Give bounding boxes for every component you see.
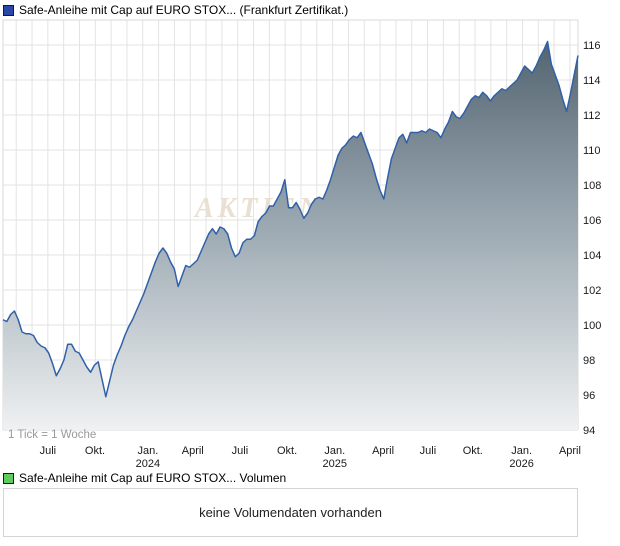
tick-interval-note: 1 Tick = 1 Woche: [8, 429, 96, 441]
x-axis-tick-label: April: [182, 445, 204, 457]
y-axis-tick-label: 98: [583, 355, 595, 367]
volume-series-marker-icon: [3, 472, 14, 484]
x-axis-tick-label: Okt.: [277, 445, 297, 457]
x-axis-tick-label: Okt.: [463, 445, 483, 457]
x-axis-year-label: 2026: [509, 458, 533, 470]
y-axis-tick-label: 112: [583, 110, 601, 122]
x-axis-year-label: 2024: [136, 458, 160, 470]
price-series-legend: Safe-Anleihe mit Cap auf EURO STOX... (F…: [3, 3, 348, 17]
y-axis-tick-label: 106: [583, 215, 601, 227]
y-axis-tick-label: 108: [583, 180, 601, 192]
x-axis-tick-label: Okt.: [85, 445, 105, 457]
x-axis-tick-label: Jan.: [324, 445, 345, 457]
volume-series-legend: Safe-Anleihe mit Cap auf EURO STOX... Vo…: [3, 471, 286, 485]
y-axis-tick-label: 100: [583, 320, 601, 332]
price-series-label: Safe-Anleihe mit Cap auf EURO STOX... (F…: [19, 3, 349, 17]
y-axis-tick-label: 94: [583, 425, 595, 437]
y-axis-tick-label: 116: [583, 40, 601, 52]
x-axis-tick-label: April: [372, 445, 394, 457]
y-axis-tick-label: 110: [583, 145, 601, 157]
price-chart[interactable]: AKTIEN 116114112110108106104102100989694…: [0, 0, 620, 470]
x-axis-tick-label: Juli: [420, 445, 437, 457]
y-axis-tick-label: 114: [583, 75, 601, 87]
x-axis-tick-label: April: [559, 445, 581, 457]
volume-empty-message: keine Volumendaten vorhanden: [199, 505, 382, 520]
x-axis-year-label: 2025: [323, 458, 347, 470]
price-line: [2, 40, 579, 398]
volume-empty-panel: keine Volumendaten vorhanden: [3, 488, 578, 537]
volume-series-label: Safe-Anleihe mit Cap auf EURO STOX... Vo…: [19, 471, 287, 485]
y-axis-tick-label: 102: [583, 285, 601, 297]
price-series-marker-icon: [3, 4, 14, 16]
x-axis-tick-label: Juli: [40, 445, 57, 457]
x-axis-tick-label: Jan.: [511, 445, 532, 457]
x-axis-tick-label: Juli: [232, 445, 249, 457]
y-axis-tick-label: 96: [583, 390, 595, 402]
y-axis-tick-label: 104: [583, 250, 601, 262]
price-area: [3, 41, 578, 430]
x-axis-tick-label: Jan.: [138, 445, 159, 457]
